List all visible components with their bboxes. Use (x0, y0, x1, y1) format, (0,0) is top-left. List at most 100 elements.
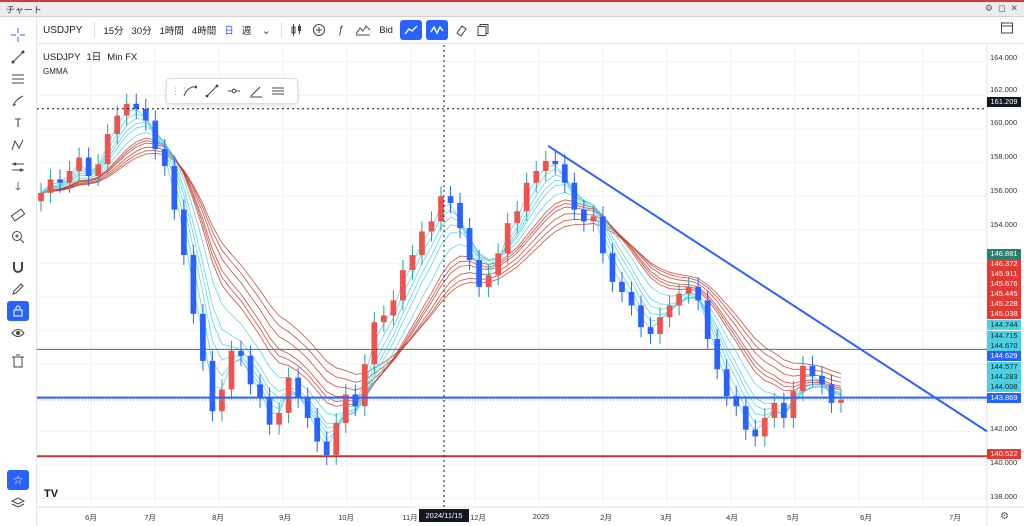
time-tick: 12月 (470, 513, 486, 522)
candle-body (123, 103, 130, 116)
timeframe-4h-button[interactable]: 4時間 (191, 26, 217, 37)
toolbar-divider (281, 22, 283, 38)
layers-icon[interactable] (7, 493, 29, 513)
chart-pane[interactable] (37, 45, 1024, 526)
tradingview-logo: TV (44, 488, 59, 500)
legend-indicator-gmma[interactable]: GMMA (43, 67, 68, 76)
price-label: 146.372 (987, 259, 1021, 269)
magnet-icon[interactable] (7, 257, 29, 277)
price-label: 144.744 (987, 320, 1021, 330)
timeframe-30m-button[interactable]: 30分 (131, 26, 152, 37)
measure-range-icon[interactable] (7, 157, 29, 177)
crosshair-icon[interactable] (7, 25, 29, 45)
time-tick: 6月 (860, 513, 872, 522)
indicators-fx-icon[interactable]: ƒ (338, 24, 345, 36)
candles-chart-type-icon[interactable] (286, 20, 308, 40)
close-icon[interactable]: ✕ (1010, 3, 1018, 13)
ruler-icon[interactable] (7, 205, 29, 225)
candle-body (809, 365, 816, 376)
candle-body (266, 397, 273, 425)
candle-body (457, 202, 463, 229)
candle-body (495, 253, 501, 276)
price-label: 145.228 (987, 299, 1021, 309)
candle-body (581, 209, 587, 222)
pattern-tool-icon[interactable] (7, 135, 29, 155)
price-chart-canvas[interactable] (37, 45, 1024, 526)
lock-icon[interactable] (7, 301, 29, 321)
gmma-short-line (40, 131, 842, 416)
price-label: 145.911 (987, 269, 1021, 279)
price-tick: 162.000 (990, 85, 1018, 94)
candle-body (133, 103, 140, 109)
symbol-search-button[interactable]: USDJPY (43, 24, 83, 36)
wave-icon[interactable] (425, 20, 448, 40)
candle-body (723, 369, 730, 397)
candle-body (114, 115, 121, 135)
gmma-long-line (40, 150, 842, 383)
candle-body (304, 397, 311, 418)
legend-symbol[interactable]: USDJPY (43, 52, 81, 63)
highlighter-icon[interactable] (245, 81, 267, 101)
eraser-icon[interactable] (450, 20, 472, 40)
timeframe-1w-button[interactable]: 週 (241, 26, 252, 37)
horizontal-lines-tool-icon[interactable] (7, 69, 29, 89)
candle-body (552, 160, 559, 165)
candle-body (104, 134, 111, 165)
candle-body (47, 179, 54, 193)
compare-icon[interactable] (352, 20, 374, 40)
timeframe-1h-button[interactable]: 1時間 (159, 26, 184, 37)
trend-line-tool-icon[interactable] (7, 47, 29, 67)
candle-body (781, 402, 787, 418)
trash-icon[interactable] (7, 351, 29, 371)
candle-body (666, 305, 673, 318)
timeframe-15m-button[interactable]: 15分 (103, 26, 124, 37)
price-tick: 158.000 (990, 152, 1018, 161)
curve-tool-icon[interactable] (179, 81, 201, 101)
candle-body (285, 377, 292, 413)
candle-body (647, 327, 654, 334)
copy-layout-icon[interactable] (472, 20, 494, 40)
add-indicator-icon[interactable] (308, 20, 330, 40)
timeframe-dropdown-chevron-icon[interactable]: ⌄ (261, 24, 271, 37)
arrow-down-icon[interactable]: 🡓 (14, 178, 22, 193)
price-label: 145.676 (987, 279, 1021, 289)
favorites-star-icon[interactable]: ☆ (7, 470, 29, 490)
gmma-short-line (40, 125, 842, 424)
text-tool-icon[interactable]: T (14, 116, 22, 130)
time-tick: 10月 (338, 513, 354, 522)
gmma-short-line (40, 109, 842, 448)
candle-body (638, 305, 644, 328)
candle-body (771, 402, 778, 418)
brush-tool-icon[interactable] (7, 91, 29, 111)
candle-body (752, 429, 759, 437)
horizontal-ray-icon[interactable] (223, 81, 245, 101)
maximize-icon[interactable]: ◻ (997, 3, 1006, 13)
settings-icon[interactable]: ⚙ (984, 3, 993, 13)
price-tick: 138.000 (990, 492, 1018, 501)
candle-body (95, 164, 101, 177)
candle-body (409, 255, 416, 271)
candle-body (504, 223, 511, 254)
candle-body (200, 313, 206, 361)
visibility-eye-icon[interactable] (7, 323, 29, 343)
timeframe-1d-button[interactable]: 日 (224, 26, 234, 37)
ray-tool-icon[interactable] (201, 81, 223, 101)
candle-body (390, 300, 397, 316)
zoom-in-icon[interactable] (7, 227, 29, 247)
candle-body (85, 157, 92, 177)
layout-icon[interactable] (998, 21, 1016, 39)
parallel-lines-icon[interactable] (267, 81, 289, 101)
drawing-lock-pencil-icon[interactable] (7, 279, 29, 299)
chart-settings-gear-icon[interactable]: ⚙ (1000, 511, 1009, 522)
candle-body (361, 364, 368, 407)
trend-line-icon[interactable] (399, 20, 422, 40)
price-source-bid-button[interactable]: Bid (379, 24, 393, 36)
candle-body (704, 300, 711, 339)
candle-body (742, 406, 749, 430)
candle-body (66, 171, 73, 183)
price-label: 146.881 (987, 249, 1021, 259)
candle-body (238, 350, 244, 356)
legend-interval: 1日 (86, 52, 102, 63)
drag-handle-icon[interactable]: ⋮⋮ (171, 86, 189, 96)
candle-body (695, 286, 701, 301)
